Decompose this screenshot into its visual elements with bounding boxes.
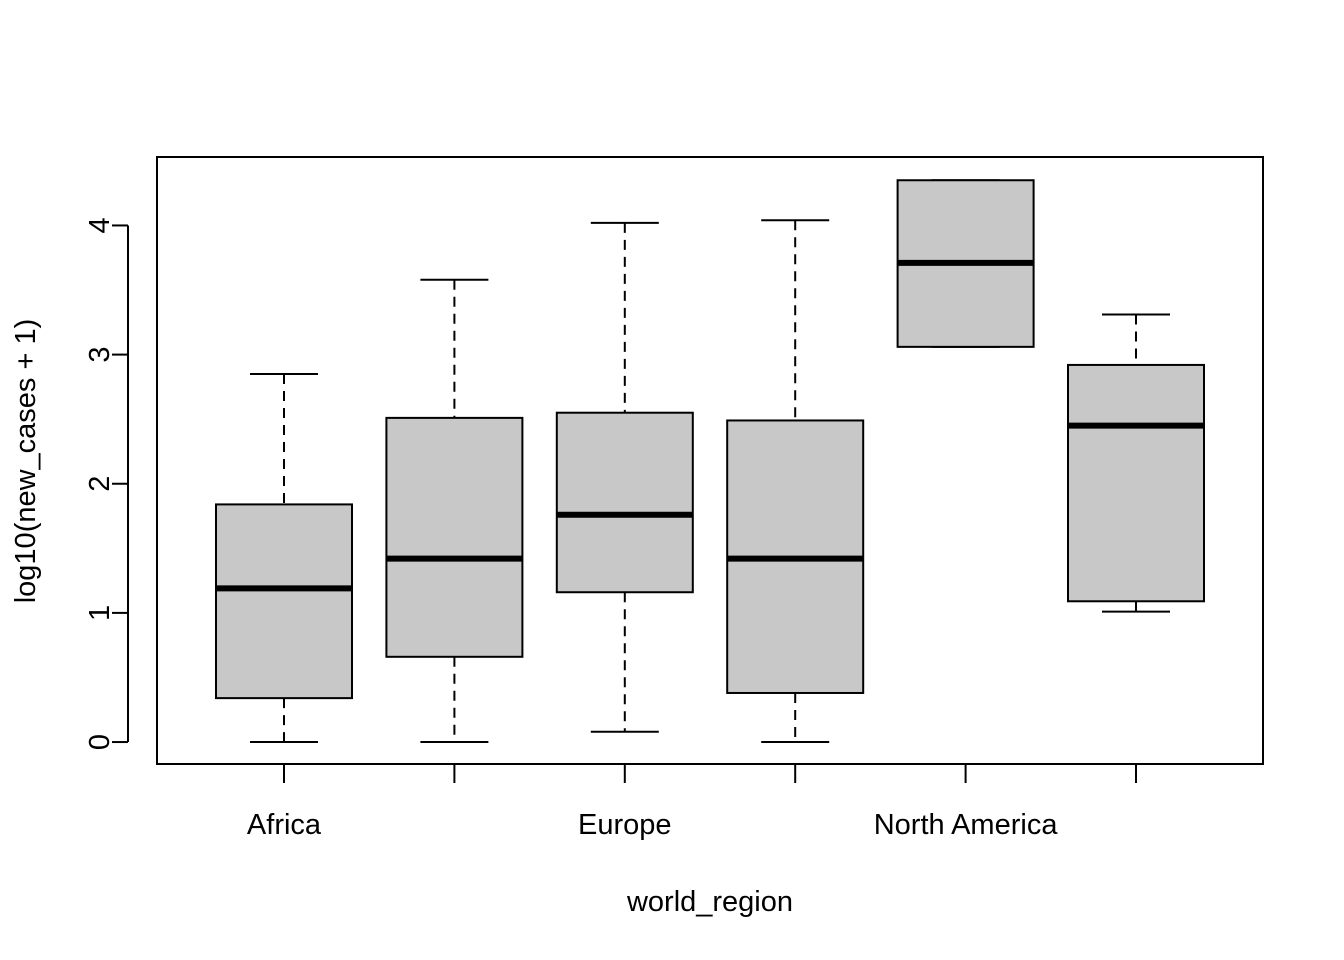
box-group bbox=[1067, 313, 1205, 613]
y-tick-label: 4 bbox=[84, 217, 116, 233]
box-group bbox=[726, 219, 865, 744]
x-axis: Africa Europe North America bbox=[247, 763, 1137, 841]
box-group bbox=[555, 221, 694, 733]
y-tick-label: 3 bbox=[84, 347, 116, 363]
x-tick-label: North America bbox=[874, 809, 1059, 841]
box-group bbox=[896, 179, 1035, 348]
y-tick-label: 1 bbox=[84, 605, 116, 621]
box-group bbox=[385, 278, 524, 744]
y-tick-label: 2 bbox=[84, 476, 116, 492]
y-axis: 0 1 2 3 4 bbox=[84, 217, 129, 750]
iqr-box bbox=[385, 416, 524, 658]
iqr-box bbox=[1067, 363, 1205, 603]
iqr-box bbox=[215, 503, 353, 700]
y-axis-title: log10(new_cases + 1) bbox=[10, 319, 42, 604]
x-axis-title: world_region bbox=[626, 886, 793, 918]
x-tick-label: Europe bbox=[578, 809, 672, 841]
x-tick-label: Africa bbox=[247, 809, 322, 841]
iqr-box bbox=[555, 411, 694, 594]
box-group bbox=[215, 372, 353, 744]
boxes bbox=[215, 179, 1205, 744]
y-tick-label: 0 bbox=[84, 734, 116, 750]
